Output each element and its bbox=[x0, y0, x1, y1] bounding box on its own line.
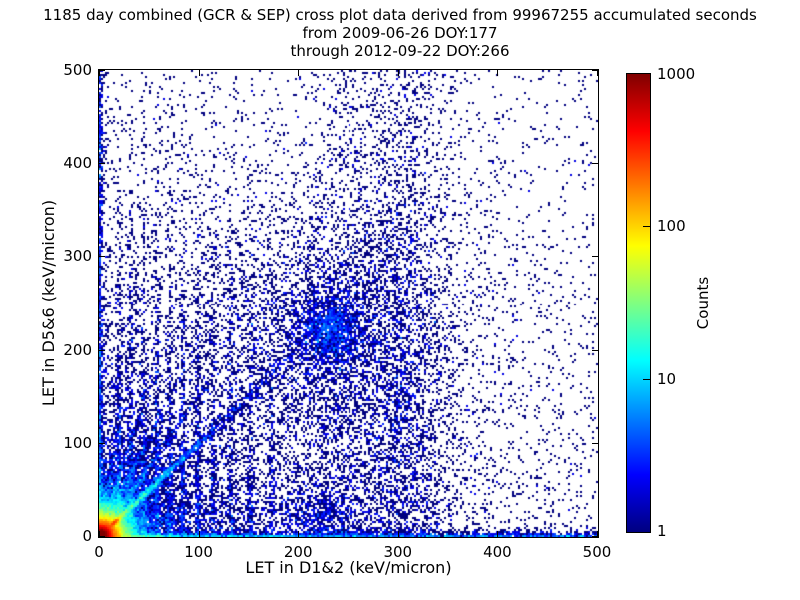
colorbar-tick-label: 100 bbox=[657, 217, 686, 236]
y-tick bbox=[99, 256, 105, 258]
x-tick-label: 400 bbox=[483, 543, 512, 561]
figure-subtitle-1: from 2009-06-26 DOY:177 bbox=[302, 24, 498, 42]
colorbar-gradient bbox=[627, 74, 650, 532]
colorbar bbox=[626, 73, 651, 533]
x-tick-label: 200 bbox=[283, 543, 313, 561]
colorbar-tick-label: 10 bbox=[657, 369, 677, 388]
colorbar-tick bbox=[643, 378, 650, 380]
figure-title: 1185 day combined (GCR & SEP) cross plot… bbox=[43, 6, 757, 24]
x-tick-top bbox=[298, 70, 300, 76]
colorbar-label: Counts bbox=[694, 276, 712, 330]
y-tick-right bbox=[592, 536, 598, 537]
y-tick bbox=[99, 70, 105, 71]
plot-frame bbox=[98, 69, 599, 538]
y-tick bbox=[99, 163, 105, 165]
y-tick-label: 200 bbox=[63, 340, 92, 359]
colorbar-tick bbox=[643, 226, 650, 228]
x-tick bbox=[597, 531, 598, 537]
x-tick-top bbox=[99, 70, 100, 76]
colorbar-tick-label: 1000 bbox=[657, 65, 696, 83]
x-tick-top bbox=[198, 70, 200, 76]
y-tick-label: 300 bbox=[63, 247, 92, 266]
x-tick-top bbox=[597, 70, 598, 76]
x-tick-label: 500 bbox=[582, 543, 612, 561]
x-tick-label: 100 bbox=[184, 543, 213, 561]
x-tick bbox=[298, 531, 300, 537]
x-tick bbox=[99, 531, 100, 537]
y-tick-label: 400 bbox=[63, 154, 92, 173]
y-tick-right bbox=[592, 442, 598, 444]
y-tick-label: 500 bbox=[63, 61, 92, 79]
x-tick-top bbox=[497, 70, 499, 76]
y-tick bbox=[99, 349, 105, 351]
y-axis-label: LET in D5&6 (keV/micron) bbox=[39, 199, 58, 407]
y-tick-right bbox=[592, 70, 598, 71]
scatter-heatmap-canvas bbox=[99, 70, 598, 537]
y-tick bbox=[99, 442, 105, 444]
x-tick bbox=[198, 531, 200, 537]
x-tick bbox=[497, 531, 499, 537]
x-tick-label: 0 bbox=[94, 543, 104, 561]
y-tick-right bbox=[592, 256, 598, 258]
y-tick-label: 0 bbox=[82, 527, 92, 545]
colorbar-tick-label: 1 bbox=[657, 522, 667, 540]
x-tick-top bbox=[397, 70, 399, 76]
y-tick-right bbox=[592, 163, 598, 165]
figure-subtitle-2: through 2012-09-22 DOY:266 bbox=[290, 42, 510, 60]
x-tick-label: 300 bbox=[383, 543, 413, 561]
y-tick bbox=[99, 536, 105, 537]
y-tick-right bbox=[592, 349, 598, 351]
y-tick-label: 100 bbox=[63, 433, 92, 452]
x-axis-label: LET in D1&2 (keV/micron) bbox=[245, 558, 452, 577]
x-tick bbox=[397, 531, 399, 537]
